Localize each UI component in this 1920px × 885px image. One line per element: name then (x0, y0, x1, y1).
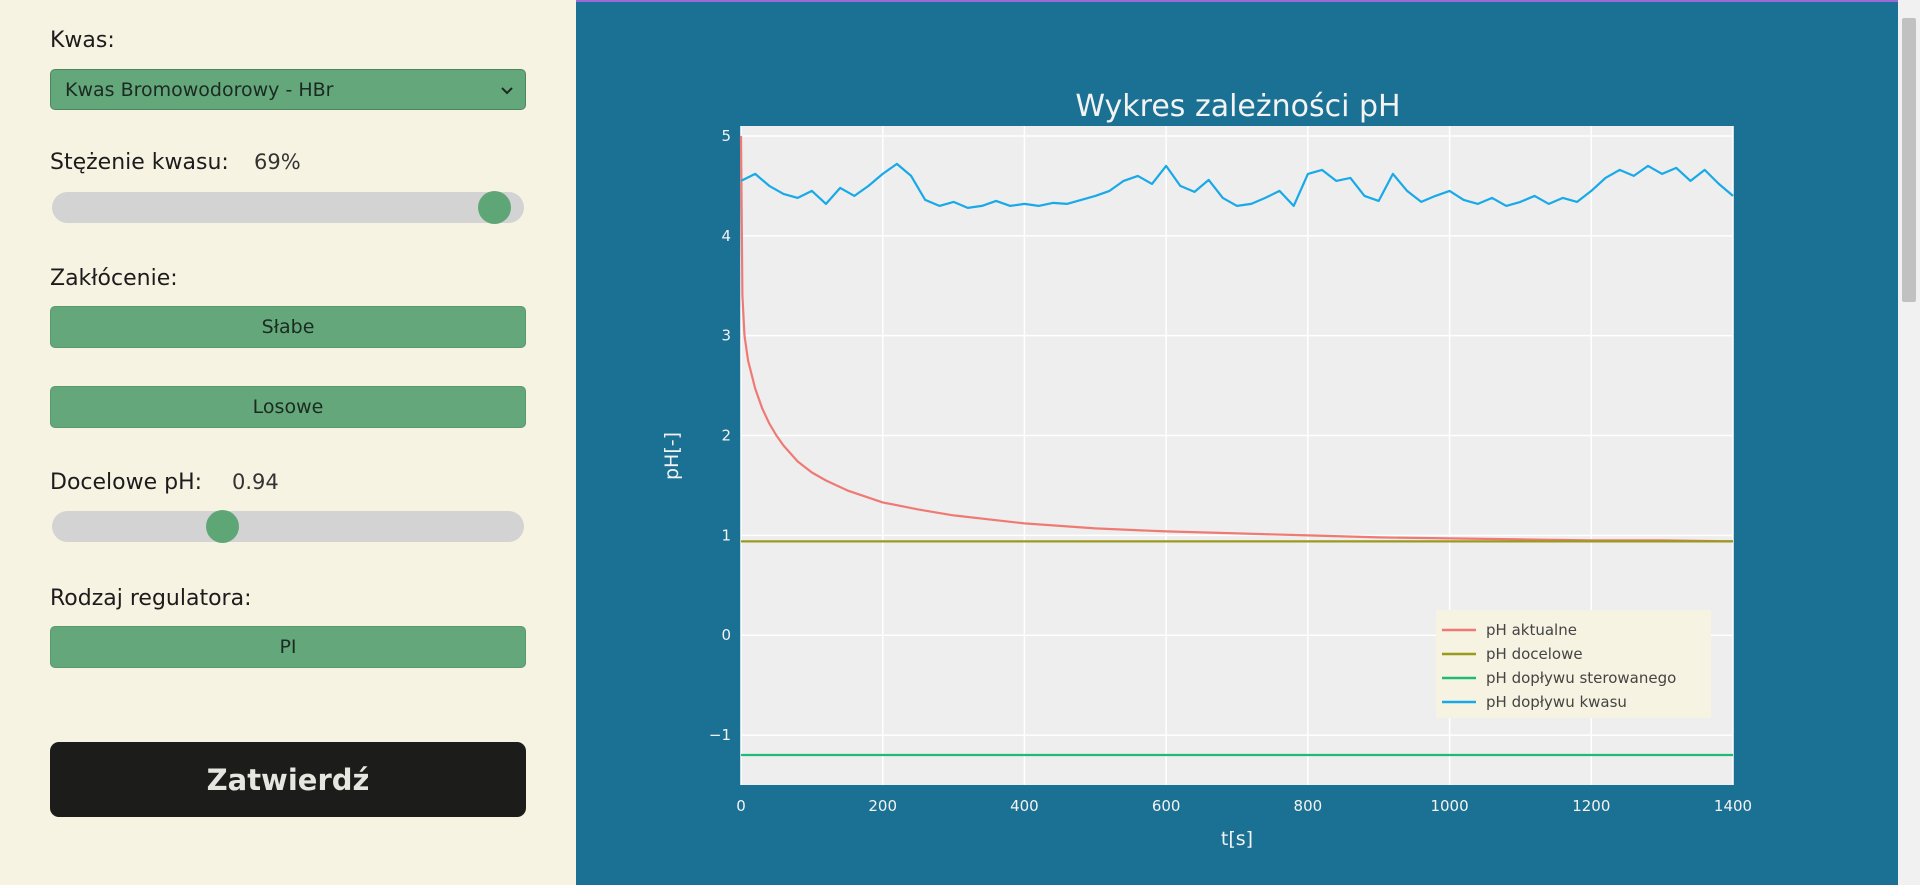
window-top-border (0, 0, 1920, 2)
target-ph-label: Docelowe pH: (50, 470, 203, 495)
concentration-label: Stężenie kwasu: (50, 150, 229, 175)
chart-title: Wykres zależności pH (1075, 89, 1400, 124)
regulator-label: Rodzaj regulatora: (50, 586, 252, 611)
series-line (739, 135, 1734, 543)
target-ph-slider-thumb[interactable] (205, 510, 239, 543)
control-panel: Kwas: Kwas Bromowodorowy - HBr Stężenie … (0, 0, 576, 885)
x-tick-label: 400 (1010, 797, 1039, 815)
target-ph-slider[interactable] (52, 510, 524, 543)
y-tick-label: 0 (721, 626, 731, 644)
x-tick-label: 1200 (1572, 797, 1610, 815)
x-tick-label: 1000 (1430, 797, 1468, 815)
y-tick-label: 4 (721, 227, 731, 245)
disturbance-random-button[interactable]: Losowe (50, 386, 526, 428)
acid-select-value: Kwas Bromowodorowy - HBr (65, 78, 334, 101)
y-tick-label: 1 (721, 526, 731, 544)
chevron-down-icon (499, 81, 515, 103)
y-tick-label: 3 (721, 327, 731, 345)
concentration-value: 69% (254, 150, 301, 174)
series-layer (739, 135, 1734, 757)
acid-select[interactable]: Kwas Bromowodorowy - HBr (50, 69, 526, 110)
y-tick-label: −1 (709, 726, 731, 744)
ph-chart: Wykres zależności pH 0 200 400 600 800 1000 12… (661, 89, 1752, 850)
x-tick-labels: 0 200 400 600 800 1000 1200 1400 (736, 797, 1752, 815)
chart-legend: pH aktualne pH docelowe pH dopływu sterowa… (1436, 610, 1711, 718)
target-ph-value: 0.94 (232, 470, 279, 494)
y-tick-label: 2 (721, 427, 731, 445)
legend-box (1436, 610, 1711, 718)
y-axis-label: pH[-] (661, 432, 683, 480)
legend-entry: pH dopływu kwasu (1486, 693, 1627, 711)
y-tick-label: 5 (721, 127, 731, 145)
disturbance-weak-button[interactable]: Słabe (50, 306, 526, 348)
x-tick-label: 1400 (1714, 797, 1752, 815)
x-tick-label: 600 (1152, 797, 1181, 815)
x-tick-label: 200 (868, 797, 897, 815)
x-axis-label: t[s] (1221, 828, 1253, 850)
x-tick-label: 800 (1294, 797, 1323, 815)
legend-entry: pH aktualne (1486, 621, 1577, 639)
x-tick-label: 0 (736, 797, 746, 815)
legend-entry: pH dopływu sterowanego (1486, 669, 1676, 687)
y-tick-labels: −1 0 1 2 3 4 5 (709, 127, 731, 744)
series-line (740, 162, 1734, 209)
concentration-slider[interactable] (52, 191, 524, 224)
acid-label: Kwas: (50, 28, 115, 53)
concentration-slider-thumb[interactable] (477, 191, 511, 224)
regulator-pi-button[interactable]: PI (50, 626, 526, 668)
legend-entry: pH docelowe (1486, 645, 1583, 663)
disturbance-label: Zakłócenie: (50, 266, 178, 291)
submit-button[interactable]: Zatwierdź (50, 742, 526, 817)
scrollbar-thumb[interactable] (1902, 18, 1916, 302)
